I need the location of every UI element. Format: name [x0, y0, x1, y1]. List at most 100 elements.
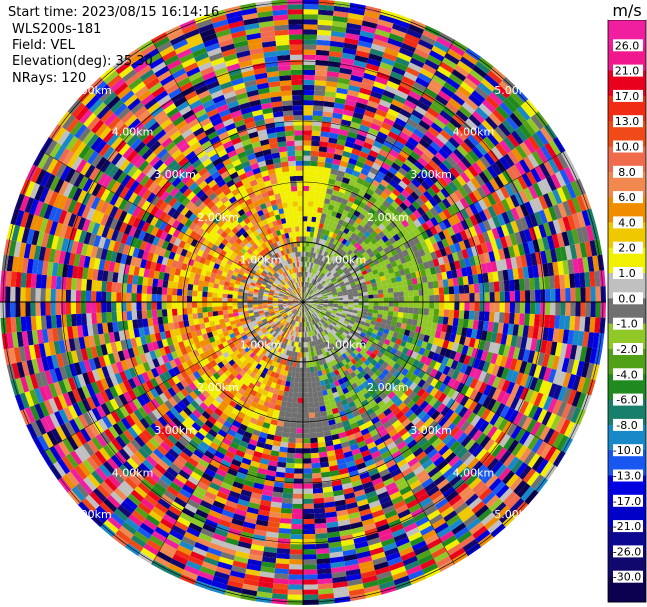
velocity-cell: [420, 327, 427, 335]
velocity-cell: [548, 448, 561, 465]
velocity-cell: [429, 513, 444, 525]
velocity-cell: [330, 314, 336, 318]
velocity-cell: [404, 409, 414, 419]
velocity-cell: [529, 376, 539, 391]
velocity-cell: [486, 362, 496, 375]
velocity-cell: [368, 346, 375, 353]
velocity-cell: [290, 376, 296, 383]
velocity-cell: [402, 449, 413, 459]
velocity-cell: [217, 302, 223, 307]
velocity-cell: [287, 447, 296, 454]
velocity-cell: [311, 462, 321, 469]
velocity-cell: [389, 325, 396, 332]
velocity-cell: [529, 302, 536, 315]
velocity-cell: [543, 428, 555, 444]
velocity-cell: [70, 289, 77, 302]
velocity-cell: [30, 302, 36, 317]
velocity-cell: [403, 396, 412, 406]
velocity-cell: [280, 441, 289, 448]
velocity-cell: [327, 356, 333, 362]
velocity-cell: [341, 324, 347, 330]
velocity-cell: [507, 346, 516, 359]
velocity-cell: [85, 290, 92, 302]
velocity-cell: [574, 316, 581, 331]
velocity-cell: [444, 539, 460, 552]
velocity-cell: [449, 440, 461, 452]
velocity-cell: [417, 370, 426, 379]
velocity-cell: [101, 291, 107, 302]
velocity-cell: [408, 357, 416, 366]
velocity-cell: [310, 376, 316, 383]
velocity-cell: [295, 443, 303, 449]
velocity-cell: [327, 307, 333, 310]
velocity-cell: [436, 526, 452, 539]
velocity-cell: [439, 463, 452, 475]
velocity-cell: [555, 417, 566, 433]
velocity-cell: [394, 398, 403, 408]
velocity-cell: [348, 322, 354, 328]
velocity-cell: [466, 517, 481, 531]
velocity-cell: [590, 302, 596, 318]
velocity-cell: [444, 348, 452, 359]
velocity-cell: [390, 336, 398, 344]
velocity-cell: [303, 534, 316, 540]
velocity-cell: [332, 305, 339, 308]
velocity-cell: [323, 347, 329, 353]
velocity-cell: [402, 312, 409, 319]
velocity-cell: [146, 302, 152, 311]
velocity-cell: [303, 549, 317, 555]
velocity-cell: [332, 306, 338, 310]
velocity-cell: [474, 504, 489, 518]
velocity-cell: [453, 309, 460, 319]
velocity-cell: [382, 420, 392, 430]
velocity-cell: [426, 406, 437, 417]
velocity-cell: [287, 442, 296, 449]
velocity-cell: [202, 307, 208, 313]
velocity-cell: [424, 302, 430, 309]
velocity-cell: [360, 428, 370, 436]
velocity-cell: [330, 322, 336, 328]
velocity-cell: [55, 289, 61, 302]
velocity-cell: [450, 359, 459, 370]
velocity-cell: [540, 339, 548, 354]
velocity-cell: [441, 356, 450, 366]
velocity-cell: [540, 443, 553, 459]
velocity-cell: [442, 375, 452, 386]
velocity-cell: [459, 534, 476, 548]
velocity-cell: [141, 293, 147, 302]
velocity-cell: [436, 354, 445, 364]
velocity-cell: [222, 297, 228, 302]
velocity-cell: [293, 392, 299, 398]
velocity-cell: [334, 316, 340, 321]
velocity-cell: [458, 406, 469, 418]
velocity-cell: [352, 307, 359, 311]
velocity-cell: [321, 308, 327, 311]
velocity-cell: [305, 306, 309, 311]
velocity-cell: [171, 308, 178, 316]
velocity-cell: [308, 302, 314, 304]
velocity-cell: [383, 408, 392, 417]
velocity-cell: [388, 403, 398, 412]
velocity-cell: [341, 347, 347, 353]
velocity-cell: [594, 317, 601, 334]
velocity-cell: [413, 307, 419, 315]
velocity-cell: [395, 321, 402, 329]
velocity-cell: [475, 484, 489, 498]
velocity-cell: [405, 379, 414, 388]
velocity-cell: [176, 308, 183, 316]
velocity-cell: [564, 421, 576, 438]
velocity-cell: [338, 349, 345, 356]
velocity-cell: [566, 358, 575, 374]
velocity-cell: [326, 309, 332, 313]
velocity-cell: [356, 372, 364, 380]
velocity-cell: [282, 492, 293, 499]
velocity-cell: [288, 569, 303, 575]
velocity-cell: [441, 448, 453, 460]
velocity-cell: [428, 434, 439, 445]
velocity-cell: [308, 397, 314, 403]
velocity-cell: [308, 412, 316, 418]
velocity-cell: [347, 354, 354, 361]
velocity-cell: [447, 317, 454, 326]
velocity-cell: [429, 329, 437, 338]
velocity-cell: [176, 302, 182, 309]
